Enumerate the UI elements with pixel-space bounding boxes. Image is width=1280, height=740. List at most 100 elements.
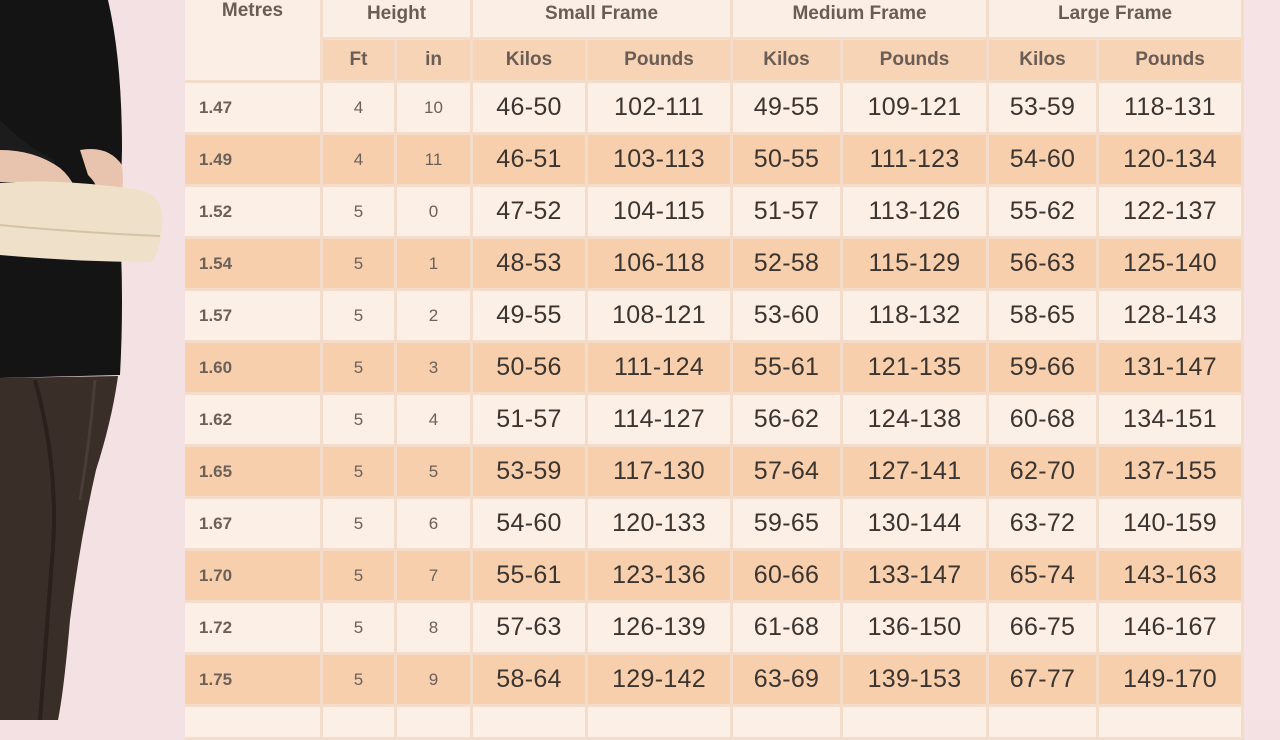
cell-medium-pounds: 136-150 (843, 603, 990, 655)
cell-large-pounds: 118-131 (1099, 83, 1245, 135)
cell-in: 11 (397, 135, 474, 187)
cell-small-kilos: 47-52 (473, 187, 589, 239)
cell-small-kilos: 46-51 (473, 135, 589, 187)
cell-small-pounds: 111-124 (588, 343, 734, 395)
cell-large-kilos: 56-63 (989, 239, 1100, 291)
cell-large-kilos: 54-60 (989, 135, 1100, 187)
table-row: 1.72 5 8 57-63 126-139 61-68 136-150 66-… (185, 603, 1245, 655)
cell-large-kilos: 55-62 (989, 187, 1100, 239)
cell-medium-kilos: 50-55 (733, 135, 844, 187)
cell-small-pounds: 117-130 (588, 447, 734, 499)
cell-small-kilos: 51-57 (473, 395, 589, 447)
cell-small-pounds: 129-142 (588, 655, 734, 707)
cell-ft: 5 (323, 655, 397, 707)
cell-small-kilos: 54-60 (473, 499, 589, 551)
table-row: 1.52 5 0 47-52 104-115 51-57 113-126 55-… (185, 187, 1245, 239)
cell-large-pounds: 149-170 (1099, 655, 1245, 707)
cell-medium-pounds: 111-123 (843, 135, 990, 187)
cell-small-kilos: 58-64 (473, 655, 589, 707)
cell-large-pounds: 125-140 (1099, 239, 1245, 291)
cell-metres: 1.65 (185, 447, 323, 499)
cell-ft: 5 (323, 395, 397, 447)
cell-small-pounds: 103-113 (588, 135, 734, 187)
cell-large-pounds: 137-155 (1099, 447, 1245, 499)
header-ft: Ft (323, 40, 397, 83)
cell-small-pounds: 114-127 (588, 395, 734, 447)
table-row: 1.70 5 7 55-61 123-136 60-66 133-147 65-… (185, 551, 1245, 603)
cell-small-pounds: 120-133 (588, 499, 734, 551)
header-metres: Metres (185, 0, 323, 83)
cell-medium-pounds: 109-121 (843, 83, 990, 135)
cell-ft: 5 (323, 239, 397, 291)
cell-metres: 1.75 (185, 655, 323, 707)
cell-small-kilos: 53-59 (473, 447, 589, 499)
cell-ft: 4 (323, 83, 397, 135)
cell-large-pounds: 120-134 (1099, 135, 1245, 187)
cell-metres: 1.72 (185, 603, 323, 655)
cell-medium-pounds: 133-147 (843, 551, 990, 603)
cell-medium-pounds: 124-138 (843, 395, 990, 447)
header-medium-pounds: Pounds (843, 40, 990, 83)
cell-metres: 1.54 (185, 239, 323, 291)
cell-metres: 1.47 (185, 83, 323, 135)
cell-in: 0 (397, 187, 474, 239)
header-large-kilos: Kilos (989, 40, 1100, 83)
cell-small-pounds: 108-121 (588, 291, 734, 343)
cell-medium-pounds: 118-132 (843, 291, 990, 343)
header-small-frame: Small Frame (473, 0, 734, 40)
cell-ft: 5 (323, 343, 397, 395)
table-row: 1.54 5 1 48-53 106-118 52-58 115-129 56-… (185, 239, 1245, 291)
cell-small-pounds: 106-118 (588, 239, 734, 291)
table-row: 1.75 5 9 58-64 129-142 63-69 139-153 67-… (185, 655, 1245, 707)
cell-metres: 1.67 (185, 499, 323, 551)
cell-ft: 4 (323, 135, 397, 187)
cell-large-kilos: 67-77 (989, 655, 1100, 707)
cell-large-kilos: 63-72 (989, 499, 1100, 551)
cell-large-pounds: 128-143 (1099, 291, 1245, 343)
cell-small-kilos: 46-50 (473, 83, 589, 135)
cell-medium-kilos: 51-57 (733, 187, 844, 239)
cell-ft: 5 (323, 291, 397, 343)
table-row: 1.65 5 5 53-59 117-130 57-64 127-141 62-… (185, 447, 1245, 499)
cell-metres: 1.49 (185, 135, 323, 187)
cell-large-kilos: 53-59 (989, 83, 1100, 135)
table-row: 1.62 5 4 51-57 114-127 56-62 124-138 60-… (185, 395, 1245, 447)
cell-metres: 1.62 (185, 395, 323, 447)
cell-small-pounds: 104-115 (588, 187, 734, 239)
cell-small-kilos: 57-63 (473, 603, 589, 655)
header-large-frame: Large Frame (989, 0, 1245, 40)
header-large-pounds: Pounds (1099, 40, 1245, 83)
cell-medium-kilos: 56-62 (733, 395, 844, 447)
cell-small-pounds: 123-136 (588, 551, 734, 603)
cell-small-kilos: 55-61 (473, 551, 589, 603)
cell-metres: 1.60 (185, 343, 323, 395)
cell-in: 6 (397, 499, 474, 551)
cell-medium-kilos: 49-55 (733, 83, 844, 135)
cell-in: 1 (397, 239, 474, 291)
cell-ft: 5 (323, 551, 397, 603)
cell-medium-pounds: 130-144 (843, 499, 990, 551)
cell-in: 7 (397, 551, 474, 603)
cell-medium-pounds: 127-141 (843, 447, 990, 499)
cell-large-kilos: 60-68 (989, 395, 1100, 447)
cell-large-kilos: 58-65 (989, 291, 1100, 343)
cell-large-kilos: 59-66 (989, 343, 1100, 395)
table-row: 1.49 4 11 46-51 103-113 50-55 111-123 54… (185, 135, 1245, 187)
cell-in: 9 (397, 655, 474, 707)
cell-in: 5 (397, 447, 474, 499)
cell-medium-kilos: 61-68 (733, 603, 844, 655)
right-background-strip (1244, 0, 1280, 720)
cell-medium-kilos: 59-65 (733, 499, 844, 551)
cell-metres: 1.70 (185, 551, 323, 603)
header-in: in (397, 40, 474, 83)
cell-medium-kilos: 60-66 (733, 551, 844, 603)
cell-large-kilos: 66-75 (989, 603, 1100, 655)
cell-small-kilos: 49-55 (473, 291, 589, 343)
header-medium-frame: Medium Frame (733, 0, 990, 40)
cell-large-pounds: 143-163 (1099, 551, 1245, 603)
cell-ft: 5 (323, 187, 397, 239)
cell-in: 3 (397, 343, 474, 395)
cell-medium-kilos: 53-60 (733, 291, 844, 343)
table-row: 1.67 5 6 54-60 120-133 59-65 130-144 63-… (185, 499, 1245, 551)
cell-large-pounds: 146-167 (1099, 603, 1245, 655)
